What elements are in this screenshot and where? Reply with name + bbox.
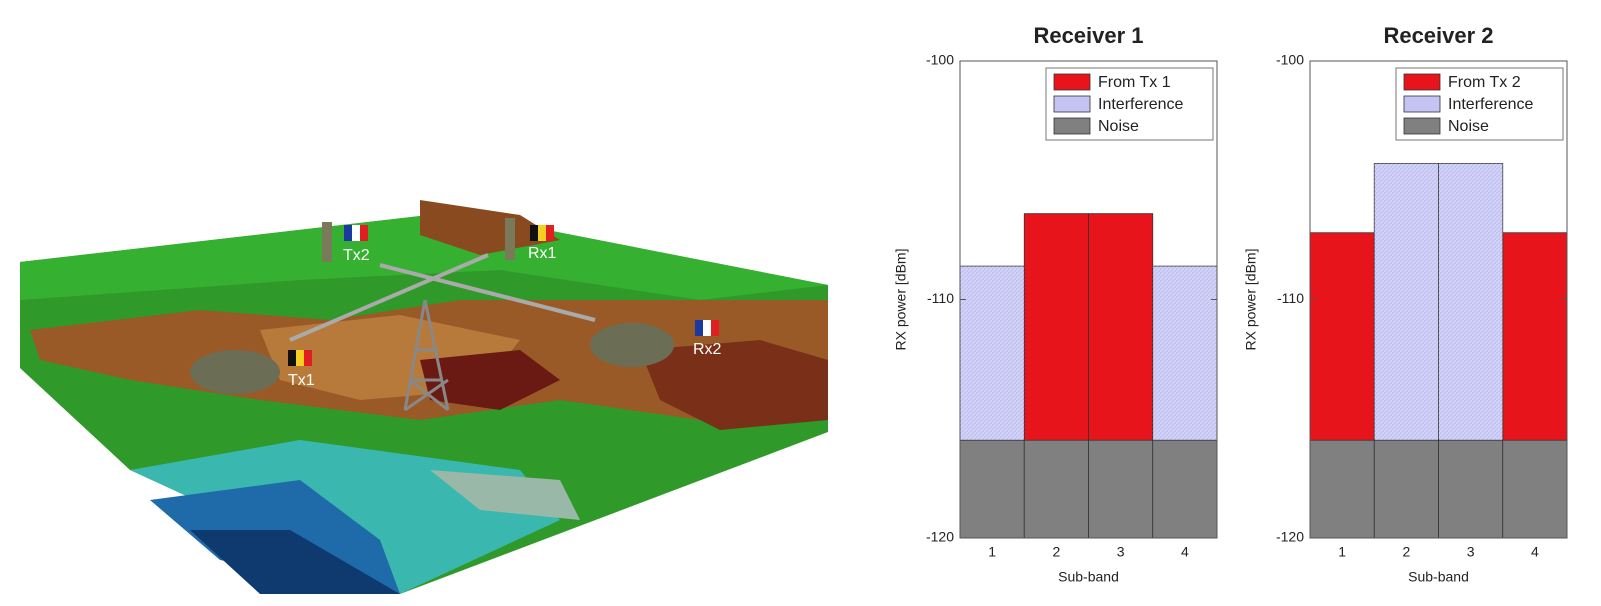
flag-fr <box>344 225 368 241</box>
legend-swatch <box>1054 118 1090 134</box>
flag-be <box>530 225 554 241</box>
legend-label: Noise <box>1098 118 1139 135</box>
legend-swatch <box>1404 96 1440 112</box>
soldier <box>505 218 515 260</box>
bar <box>1153 440 1217 538</box>
legend-label: From Tx 2 <box>1448 74 1521 91</box>
y-tick-label: -100 <box>926 52 954 68</box>
x-tick-label: 3 <box>1467 544 1475 560</box>
x-tick-label: 4 <box>1531 544 1539 560</box>
legend-swatch <box>1404 118 1440 134</box>
y-tick-label: -120 <box>926 529 954 545</box>
bar <box>1024 440 1088 538</box>
x-tick-label: 3 <box>1117 544 1125 560</box>
bar <box>1374 440 1438 538</box>
y-tick-label: -120 <box>1276 529 1304 545</box>
bar <box>960 440 1024 538</box>
legend-label: From Tx 1 <box>1098 74 1171 91</box>
flag-be <box>288 350 312 366</box>
chart-title: Receiver 1 <box>1033 23 1143 48</box>
y-tick-label: -110 <box>1277 290 1304 306</box>
soldier <box>322 222 332 262</box>
legend-label: Interference <box>1098 96 1183 113</box>
flag-fr <box>695 320 719 336</box>
vehicle <box>590 323 674 367</box>
chart: -120 -110 -100 1 2 3 4 Receiver 2 Sub-band RX pow… <box>1243 23 1567 585</box>
legend-swatch <box>1054 96 1090 112</box>
y-axis-label: RX power [dBm] <box>1243 249 1259 351</box>
legend-swatch <box>1054 74 1090 90</box>
x-axis-label: Sub-band <box>1408 569 1469 585</box>
node-label: Tx2 <box>343 247 370 264</box>
terrain-scene: Tx1 Tx2 Rx1 Rx2 <box>20 200 828 594</box>
x-tick-label: 4 <box>1181 544 1189 560</box>
y-tick-label: -100 <box>1276 52 1304 68</box>
node-label: Rx1 <box>528 245 557 262</box>
y-tick-label: -110 <box>927 290 954 306</box>
legend-label: Noise <box>1448 118 1489 135</box>
chart: -120 -110 -100 1 2 3 4 Receiver 1 Sub-band RX pow… <box>893 23 1217 585</box>
bar <box>1089 440 1153 538</box>
legend-swatch <box>1404 74 1440 90</box>
node-label: Rx2 <box>693 341 722 358</box>
node-label: Tx1 <box>288 372 315 389</box>
chart-title: Receiver 2 <box>1383 23 1493 48</box>
x-tick-label: 2 <box>1402 544 1410 560</box>
legend-label: Interference <box>1448 96 1533 113</box>
bar <box>1310 440 1374 538</box>
x-tick-label: 1 <box>988 544 996 560</box>
x-tick-label: 1 <box>1338 544 1346 560</box>
vehicle <box>190 350 280 394</box>
figure: Tx1 Tx2 Rx1 Rx2 -120 -110 -100 1 2 3 4 Receiver… <box>0 0 1601 606</box>
bar <box>1503 440 1567 538</box>
x-tick-label: 2 <box>1052 544 1060 560</box>
y-axis-label: RX power [dBm] <box>893 249 909 351</box>
x-axis-label: Sub-band <box>1058 569 1119 585</box>
bar <box>1439 440 1503 538</box>
